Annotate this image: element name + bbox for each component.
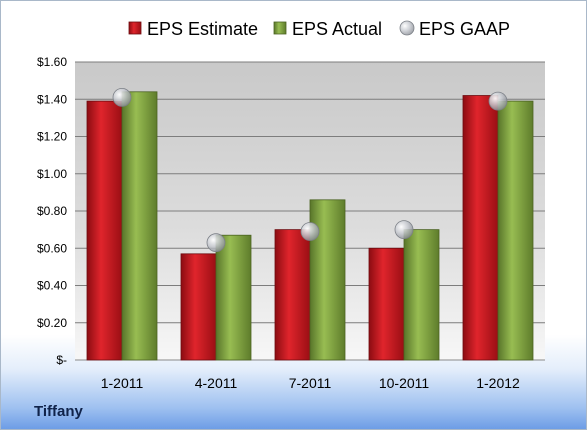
eps-estimate-bar [368,247,405,361]
x-category-label: 10-2011 [379,375,430,391]
y-tick-label: $- [56,353,67,367]
y-tick-label: $0.40 [37,279,67,293]
x-category-label: 7-2011 [289,375,332,391]
y-tick-label: $1.60 [37,55,67,69]
legend: EPS Estimate EPS Actual EPS GAAP [128,19,510,39]
y-tick-label: $1.40 [37,92,67,106]
legend-label: EPS Estimate [147,19,258,39]
eps-gaap-marker [488,91,508,111]
y-axis-ticks: $- $0.20 $0.40 $0.60 $0.80 $1.00 $1.20 $1.40 $1.… [37,55,67,367]
eps-estimate-bar [86,100,123,361]
x-category-label: 1-2011 [101,375,144,391]
eps-gaap-marker [206,233,226,253]
legend-swatch-actual [273,21,287,35]
legend-label: EPS GAAP [419,19,510,39]
legend-label: EPS Actual [292,19,382,39]
legend-swatch-estimate [128,21,142,35]
eps-gaap-marker [112,87,132,107]
eps-estimate-bar [274,229,311,361]
y-tick-label: $0.20 [37,316,67,330]
x-category-label: 4-2011 [195,375,238,391]
eps-gaap-marker [300,222,320,241]
x-axis-ticks: 1-2011 4-2011 7-2011 10-2011 1-2012 [101,375,520,391]
legend-swatch-gaap [399,20,415,36]
x-category-label: 1-2012 [476,375,520,391]
company-label: Tiffany [34,403,83,420]
eps-gaap-marker [394,220,414,240]
y-tick-label: $1.00 [37,167,67,181]
y-tick-label: $0.60 [37,241,67,255]
y-tick-label: $0.80 [37,204,67,218]
eps-actual-bar [497,100,534,361]
eps-estimate-bar [462,95,499,361]
gaap-markers [112,87,508,253]
y-tick-label: $1.20 [37,130,67,144]
bars [86,91,534,361]
eps-actual-bar [121,91,158,361]
eps-estimate-bar [180,253,217,361]
eps-actual-bar [215,234,252,361]
eps-actual-bar [403,229,440,361]
